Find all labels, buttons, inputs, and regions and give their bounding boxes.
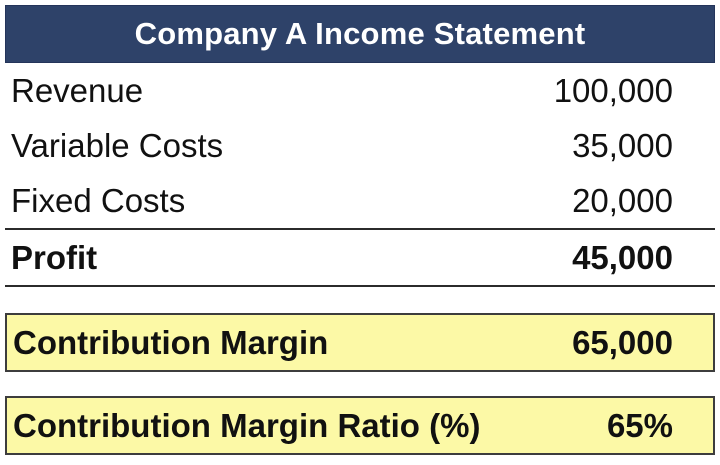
income-statement-table: Company A Income Statement Revenue 100,0… <box>5 5 715 455</box>
contribution-margin-ratio-row: Contribution Margin Ratio (%) 65% <box>5 396 715 455</box>
row-label-revenue: Revenue <box>11 71 144 109</box>
table-row: Revenue 100,000 <box>5 63 715 118</box>
row-value-variable-costs: 35,000 <box>572 126 673 164</box>
spacer <box>5 287 715 313</box>
table-row: Fixed Costs 20,000 <box>5 173 715 228</box>
table-title: Company A Income Statement <box>134 16 586 51</box>
row-label-contribution-margin-ratio: Contribution Margin Ratio (%) <box>13 406 481 444</box>
row-value-contribution-margin-ratio: 65% <box>606 406 673 444</box>
row-value-profit: 45,000 <box>572 238 673 276</box>
table-row: Variable Costs 35,000 <box>5 118 715 173</box>
row-label-fixed-costs: Fixed Costs <box>11 181 186 219</box>
row-value-fixed-costs: 20,000 <box>572 181 673 219</box>
row-label-variable-costs: Variable Costs <box>11 126 224 164</box>
table-header: Company A Income Statement <box>5 5 715 63</box>
row-label-contribution-margin: Contribution Margin <box>13 323 329 361</box>
row-label-profit: Profit <box>11 238 98 276</box>
table-row-profit: Profit 45,000 <box>5 228 715 287</box>
spacer <box>5 372 715 396</box>
contribution-margin-row: Contribution Margin 65,000 <box>5 313 715 372</box>
row-value-contribution-margin: 65,000 <box>572 323 673 361</box>
row-value-revenue: 100,000 <box>553 71 673 109</box>
